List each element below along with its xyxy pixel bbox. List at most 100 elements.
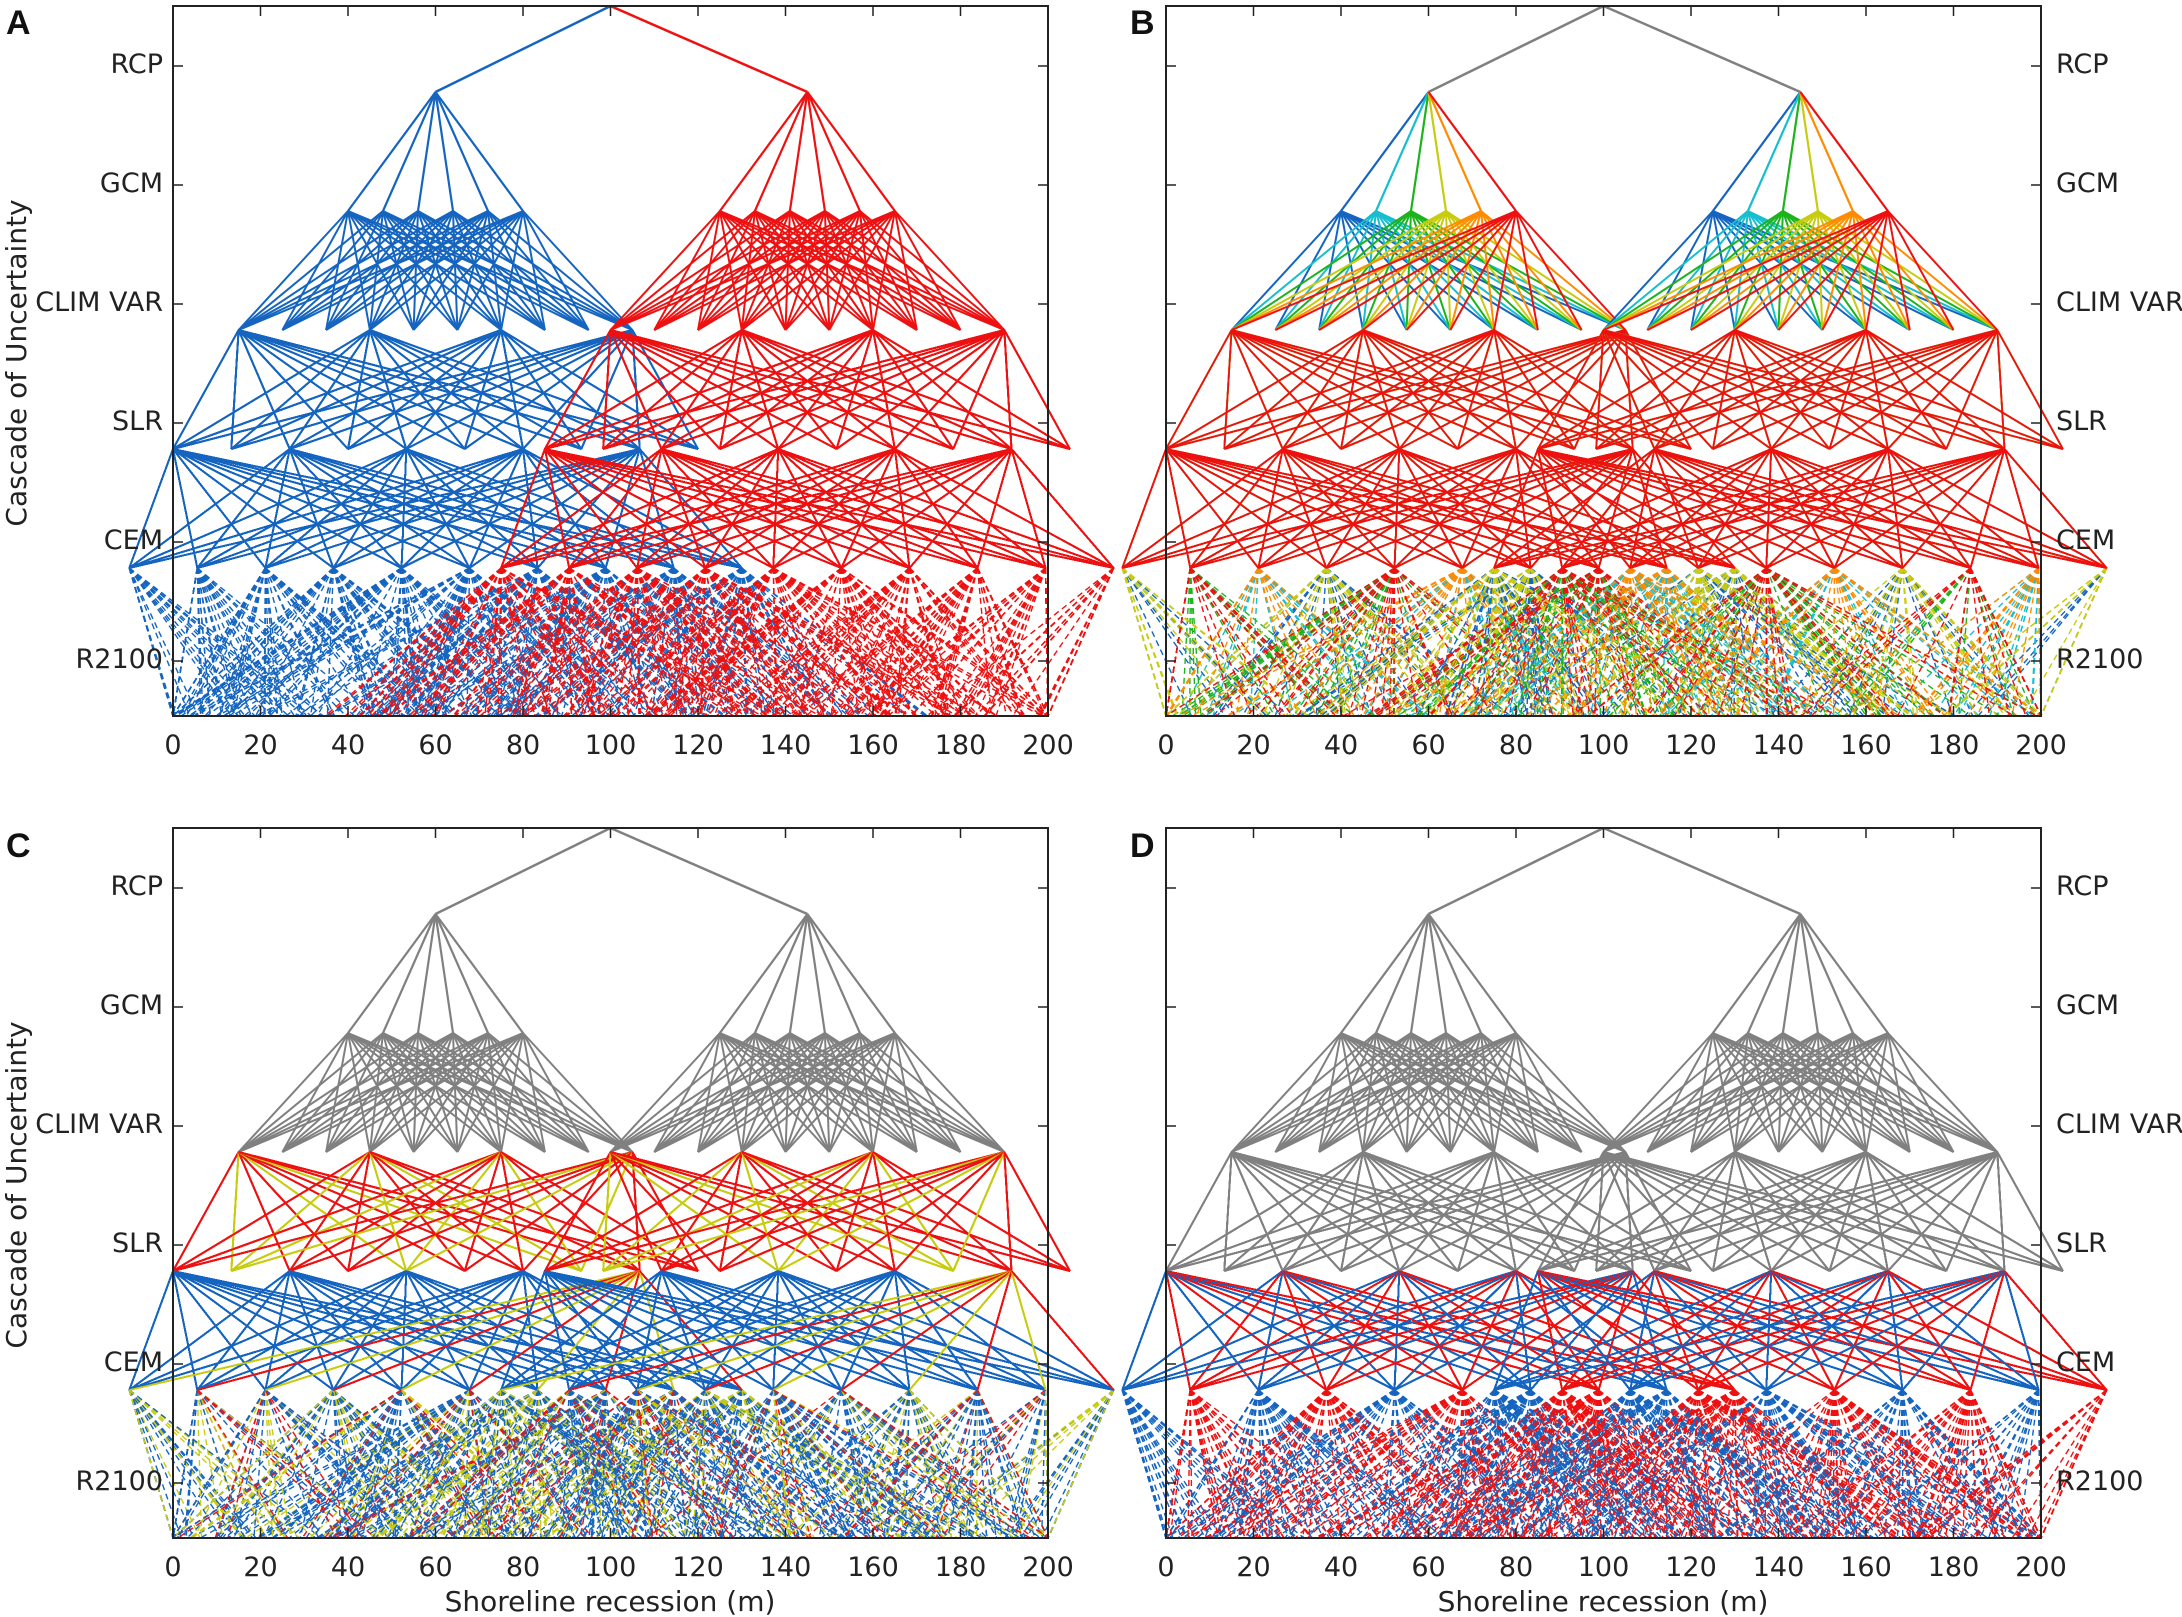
panel-a-branch-line-1772 [196, 567, 202, 717]
panel-a-branch-line-1 [347, 91, 437, 212]
panel-a-branch-line-1364 [369, 210, 489, 331]
panel-a-branch-line-61 [379, 567, 539, 717]
panel-a-branch-line-1675 [369, 210, 524, 331]
panel-a-branch-line-1117 [741, 567, 827, 717]
panel-a-branch-line-1038 [369, 210, 454, 331]
panel-a-branch-line-3299 [941, 567, 1047, 717]
panel-a-branch-line-416 [264, 567, 405, 717]
panel-b-branch-line-171 [1121, 567, 1226, 717]
panel-a-x-tick-120: 120 [672, 730, 724, 761]
panel-a-branch-line-722 [368, 210, 419, 331]
panel-a-branch-line-1601 [196, 567, 321, 717]
panel-a-branch-line-1669 [605, 567, 787, 717]
panel-a-branch-line-85 [347, 210, 371, 331]
panel-a-branch-line-1496 [400, 567, 471, 717]
panel-a-branch-line-1223 [128, 567, 239, 717]
panel-a-branch-line-1077 [326, 567, 335, 717]
panel-a-branch-line-2 [237, 210, 349, 331]
panel-a-x-tick-140: 140 [760, 730, 812, 761]
panel-a-branch-line-955 [238, 210, 454, 331]
panel-a-level-labels: RCP GCM CLIM VAR SLR CEM R2100 [35, 49, 163, 675]
panel-a-branch-line-1683 [400, 567, 528, 717]
panel-a-branch-line-1578 [673, 567, 807, 717]
panel-a-branch-line-610 [633, 567, 675, 717]
panel-a-branch-line-3770 [500, 448, 779, 569]
panel-a-branch-line-1751 [412, 210, 524, 331]
panel-a-level-label-slr: SLR [112, 406, 163, 437]
panel-a-branch-line-920 [604, 567, 689, 717]
panel-a-branch-line-701 [604, 567, 664, 717]
panel-a-branch-line-1783 [347, 329, 502, 450]
panel-a-branch-line-1239 [128, 567, 312, 717]
panel-a-branch-line-411 [368, 210, 384, 331]
panel-a-branch-line-591 [433, 567, 471, 717]
panel-a-branch-line-298 [741, 567, 829, 717]
panel-a-branch-line-1907 [609, 4, 808, 94]
panel-a-branch-line-539 [264, 567, 434, 717]
panel-a-branch-line-3190 [1047, 567, 1115, 717]
panel-a-branch-line-1585 [172, 567, 266, 717]
panel-a-branch-line-1612 [230, 329, 240, 450]
panel-a-branch-line-1834 [172, 448, 199, 569]
panel-a-branch-line-1525 [264, 567, 421, 717]
panel-a-branch-line-9 [332, 567, 389, 717]
panel-a-branch-line-2551 [609, 210, 791, 331]
panel-a-branch-line-227 [536, 567, 609, 717]
panel-letter-a: A [6, 4, 31, 42]
panel-a-branch-line-1251 [609, 567, 743, 717]
panel-a-branch-line-1605 [244, 567, 402, 717]
panel-a-branch-line-0 [434, 4, 612, 94]
panel-a-level-label-gcm: GCM [100, 168, 163, 199]
panel-a-branch-line-990 [128, 567, 256, 717]
panel-a-branch-line-469 [673, 567, 833, 717]
panel-b-branch-line-120 [1121, 567, 1193, 717]
panel-a-branch-line-524 [181, 567, 267, 717]
panel-a-branch-line-1627 [237, 329, 349, 450]
panel-a-branch-line-446 [264, 567, 385, 717]
panel-a-branch-line-3657 [741, 329, 1071, 450]
panel-a-branch-line-1036 [281, 210, 454, 331]
panel-a-branch-line-1235 [534, 567, 743, 717]
panel-a-branch-line-1768 [230, 329, 502, 450]
panel-a-branch-line-1642 [238, 329, 466, 450]
panel-a-branch-line-1124 [128, 567, 306, 717]
panel-a-x-tick-20: 20 [243, 730, 277, 761]
panel-a-branch-line-2331 [974, 567, 1047, 717]
panel-a-branch-line-1761 [400, 567, 473, 717]
panel-a-branch-line-1037 [325, 210, 454, 331]
panel-a-branch-line-3661 [544, 329, 874, 450]
panel-a-branch-line-1373 [469, 567, 636, 717]
panel-a-branch-line-1429 [185, 567, 267, 717]
panel-a-branch-line-1895 [172, 567, 198, 717]
panel-a-branch-line-1243 [332, 567, 404, 717]
panel-a-branch-line-1698 [389, 567, 403, 717]
panel-a-branch-line-1868 [400, 448, 408, 569]
panel-a-branch-line-849 [196, 567, 308, 717]
panel-a-branch-line-1362 [281, 210, 489, 331]
panel-a-branch-line-17 [741, 567, 925, 717]
panel-a-branch-line-1329 [418, 567, 675, 717]
panel-a-x-tick-80: 80 [506, 730, 540, 761]
panel-a-branch-line-1325 [223, 567, 470, 717]
panel-a-branch-line-1687 [434, 567, 607, 717]
panel-a-branch-line-1736 [369, 329, 641, 450]
panel-a-branch-line-1750 [369, 329, 699, 450]
panel-a-branch-line-1765 [605, 567, 778, 717]
panel-a-branch-line-790 [360, 567, 403, 717]
panel-a-branch-line-2697 [772, 567, 949, 717]
panel-a-branch-line-1529 [231, 567, 470, 717]
panel-a-branch-line-1705 [347, 329, 371, 450]
panel-a-branch-line-3775 [772, 448, 779, 569]
panel-a-branch-line-1351 [264, 567, 430, 717]
panel-a-branch-line-1259 [332, 567, 376, 717]
panel-a-x-tick-160: 160 [847, 730, 899, 761]
panel-a-branch-line-171 [128, 567, 289, 717]
panel-a-branch-line-1676 [172, 329, 371, 450]
panel-b-branch-line-886 [1198, 567, 1395, 717]
panel-a-branch-line-1658 [238, 329, 640, 450]
panel-a-y-axis-title: Cascade of Uncertainty [0, 199, 33, 526]
panel-a-x-tick-100: 100 [585, 730, 637, 761]
panel-a-branch-line-1721 [369, 329, 524, 450]
panel-a-branch-line-528 [217, 567, 470, 717]
panel-a-branch-line-868 [229, 567, 402, 717]
